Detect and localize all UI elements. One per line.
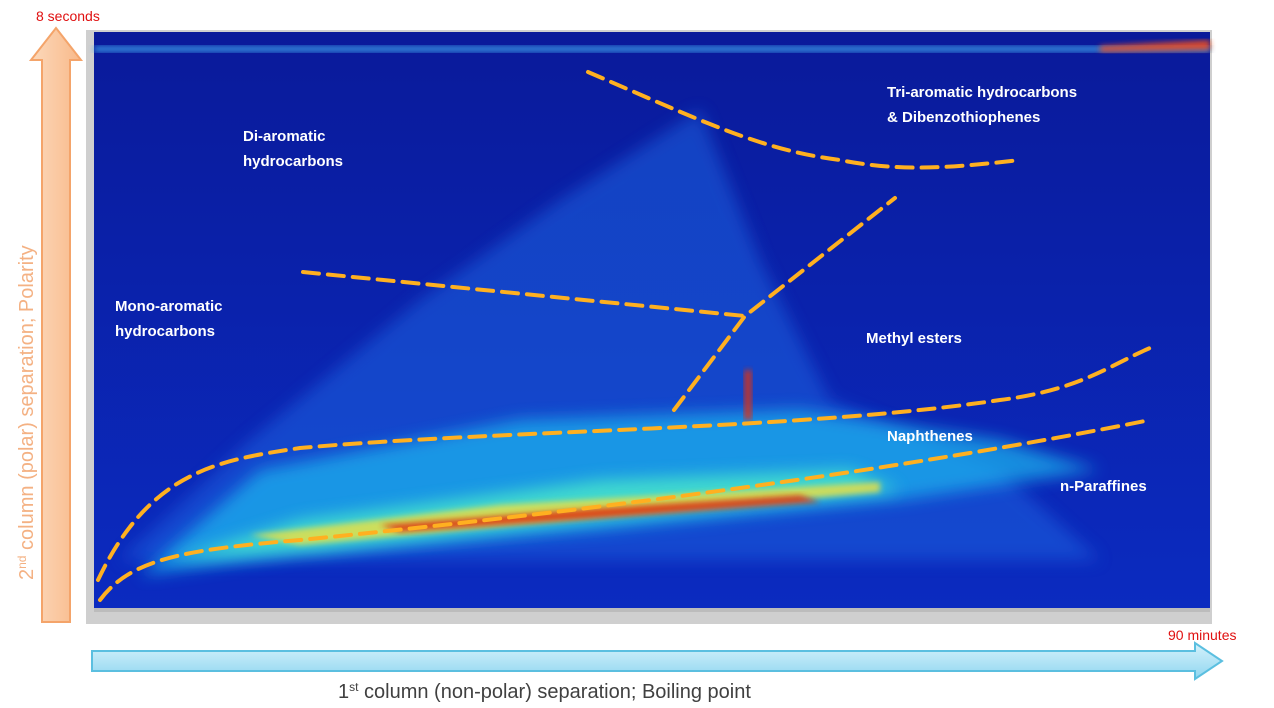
y-axis-title-text: column (polar) separation; Polarity xyxy=(16,245,38,555)
region-label: Methyl esters xyxy=(866,330,962,347)
x-axis-end-label: 90 minutes xyxy=(1168,627,1236,643)
figure: Tri-aromatic hydrocarbons & Dibenzothiop… xyxy=(0,0,1274,708)
region-label: Naphthenes xyxy=(887,428,973,445)
region-label: Tri-aromatic hydrocarbons xyxy=(887,84,1077,101)
y-axis-end-label: 8 seconds xyxy=(36,8,100,24)
y-axis-title-suffix: nd xyxy=(15,556,29,569)
x-axis-title-text: column (non-polar) separation; Boiling p… xyxy=(358,681,751,703)
region-label: & Dibenzothiophenes xyxy=(887,109,1040,126)
region-label: hydrocarbons xyxy=(243,153,343,170)
region-label: n-Paraffines xyxy=(1060,478,1147,495)
y-axis-title-number: 2 xyxy=(16,569,38,580)
region-label: Di-aromatic xyxy=(243,128,326,145)
y-axis-title: 2nd column (polar) separation; Polarity xyxy=(15,245,38,580)
y-axis-arrow xyxy=(31,28,81,622)
x-axis-arrow xyxy=(92,643,1222,679)
page: {"axis_labels": { "y_top": "8 seconds", … xyxy=(0,0,1274,708)
region-label: Mono-aromatic xyxy=(115,298,223,315)
region-label: hydrocarbons xyxy=(115,323,215,340)
x-axis-title: 1st column (non-polar) separation; Boili… xyxy=(338,680,751,703)
x-axis-title-number: 1 xyxy=(338,681,349,703)
